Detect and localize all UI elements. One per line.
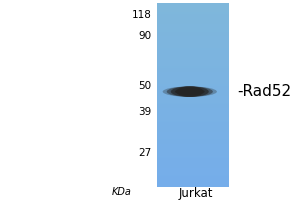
Text: KDa: KDa: [111, 187, 131, 197]
Ellipse shape: [163, 86, 217, 97]
Text: 27: 27: [138, 148, 151, 158]
Ellipse shape: [175, 88, 205, 95]
Text: Jurkat: Jurkat: [178, 187, 213, 200]
Text: 118: 118: [131, 10, 151, 20]
Text: -Rad52: -Rad52: [237, 84, 291, 99]
Ellipse shape: [171, 86, 209, 97]
Text: 39: 39: [138, 107, 151, 117]
Text: 50: 50: [138, 81, 151, 91]
Ellipse shape: [176, 86, 203, 97]
Text: 90: 90: [138, 31, 151, 41]
Ellipse shape: [167, 86, 213, 97]
